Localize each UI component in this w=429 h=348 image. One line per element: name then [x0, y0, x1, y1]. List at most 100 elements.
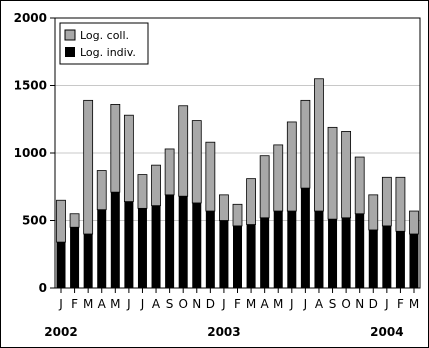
bar-log-coll	[314, 78, 324, 212]
bar-log-indiv	[341, 217, 351, 288]
x-tick-label: A	[152, 297, 161, 311]
bar-log-indiv	[178, 196, 188, 288]
bar-log-indiv	[314, 211, 324, 288]
bar-log-indiv	[219, 220, 229, 288]
y-tick-label: 2000	[14, 11, 47, 25]
bar-log-coll	[96, 170, 107, 211]
bar-log-coll	[164, 148, 175, 196]
bar-log-coll	[205, 141, 216, 212]
bar-log-coll	[110, 104, 121, 193]
x-tick-label: J	[384, 297, 389, 311]
x-tick-label: M	[110, 297, 120, 311]
x-tick-label: A	[98, 297, 107, 311]
bar-log-coll	[354, 156, 365, 215]
x-tick-label: M	[246, 297, 256, 311]
bar-log-coll	[83, 99, 94, 235]
x-tick-label: N	[192, 297, 201, 311]
bar-log-coll	[395, 176, 406, 232]
bar-log-indiv	[287, 211, 297, 288]
bar-log-coll	[191, 120, 202, 204]
x-tick-label: S	[166, 297, 174, 311]
x-tick-label: J	[221, 297, 226, 311]
bar-log-indiv	[97, 209, 107, 288]
bar-log-indiv	[70, 227, 80, 288]
x-tick-label: M	[273, 297, 283, 311]
bar-log-indiv	[300, 188, 310, 288]
bar-log-coll	[123, 114, 134, 202]
bar-log-indiv	[409, 234, 419, 288]
x-tick-label: J	[58, 297, 63, 311]
x-tick-label: M	[83, 297, 93, 311]
legend: Log. coll. Log. indiv.	[59, 22, 149, 65]
year-labels: 2002 2003 2004	[44, 325, 403, 339]
x-tick-label: J	[289, 297, 294, 311]
x-tick-label: S	[329, 297, 337, 311]
x-tick-label: F	[234, 297, 241, 311]
bar-log-indiv	[368, 229, 378, 288]
bar-log-indiv	[110, 192, 120, 288]
x-tick-label: M	[409, 297, 419, 311]
year-label: 2003	[207, 325, 240, 339]
bar-log-indiv	[192, 202, 202, 288]
bar-log-indiv	[137, 208, 147, 288]
bar-log-indiv	[260, 217, 270, 288]
bar-log-coll	[286, 121, 297, 212]
legend-swatch-log-indiv	[65, 47, 75, 57]
bar-log-indiv	[83, 234, 93, 288]
bar-log-indiv	[233, 225, 242, 288]
y-axis: 0 500 1000 1500 2000	[14, 11, 55, 295]
bar-log-coll	[151, 164, 161, 207]
x-tick-label: D	[369, 297, 378, 311]
bars	[56, 78, 419, 288]
bar-log-indiv	[205, 211, 215, 288]
bar-log-coll	[341, 130, 352, 219]
bar-log-coll	[409, 210, 419, 235]
bar-log-coll	[246, 178, 256, 225]
bar-log-coll	[273, 144, 284, 212]
bar-log-coll	[300, 99, 311, 189]
bar-log-coll	[219, 194, 229, 221]
year-label: 2004	[370, 325, 403, 339]
year-label: 2002	[44, 325, 77, 339]
bar-log-indiv	[355, 213, 365, 288]
x-tick-label: F	[397, 297, 404, 311]
y-tick-label: 1500	[14, 79, 47, 93]
legend-label-log-coll: Log. coll.	[80, 29, 129, 42]
bar-log-indiv	[328, 219, 338, 288]
bar-log-coll	[178, 105, 189, 197]
bar-log-coll	[232, 203, 243, 227]
x-tick-label: N	[355, 297, 364, 311]
bar-log-indiv	[56, 242, 66, 288]
x-tick-label: A	[315, 297, 324, 311]
bar-log-coll	[137, 174, 148, 209]
x-tick-label: D	[206, 297, 215, 311]
gridlines	[55, 85, 420, 221]
y-tick-label: 0	[39, 281, 47, 295]
bar-log-coll	[259, 155, 270, 219]
bar-log-indiv	[124, 201, 134, 288]
bar-log-indiv	[395, 231, 405, 288]
bar-log-coll	[368, 194, 379, 231]
y-tick-label: 1000	[14, 146, 47, 160]
bar-log-coll	[56, 199, 66, 243]
x-tick-label: O	[341, 297, 350, 311]
x-tick-label: J	[303, 297, 308, 311]
bar-log-coll	[69, 213, 80, 228]
bar-log-coll	[327, 126, 338, 220]
bar-log-indiv	[382, 225, 392, 288]
bar-log-indiv	[151, 205, 161, 288]
legend-label-log-indiv: Log. indiv.	[80, 46, 136, 59]
x-tick-label: O	[178, 297, 187, 311]
x-tick-label: J	[140, 297, 145, 311]
y-tick-label: 500	[22, 214, 47, 228]
legend-swatch-log-coll	[64, 29, 76, 41]
bar-log-indiv	[273, 211, 283, 288]
bar-log-indiv	[165, 194, 175, 288]
bar-log-indiv	[246, 224, 256, 288]
x-tick-label: A	[261, 297, 270, 311]
x-tick-label: J	[126, 297, 131, 311]
bar-log-coll	[381, 176, 392, 227]
x-tick-label: F	[71, 297, 78, 311]
